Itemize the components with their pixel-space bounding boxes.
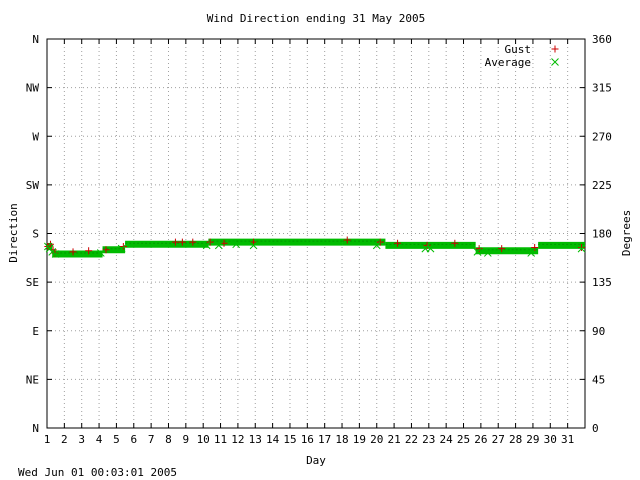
legend-marker-average [551, 58, 559, 66]
x-tick-label: 21 [387, 433, 400, 446]
average-point [426, 244, 435, 253]
x-tick-label: 9 [183, 433, 190, 446]
y-tick-label-right: 225 [592, 179, 612, 192]
y-axis-label-right: Degrees [620, 210, 633, 256]
y-tick-label-left: SW [26, 179, 40, 192]
average-point [117, 244, 126, 253]
x-tick-label: 25 [457, 433, 470, 446]
y-tick-label-left: SE [26, 276, 39, 289]
average-point [214, 241, 223, 250]
average-point [483, 249, 492, 257]
y-tick-label-right: 315 [592, 82, 612, 95]
x-tick-label: 28 [509, 433, 522, 446]
average-point [48, 248, 57, 256]
x-tick-label: 19 [353, 433, 366, 446]
gust-point [394, 239, 402, 247]
average-point [577, 244, 586, 253]
x-tick-label: 2 [61, 433, 68, 446]
x-tick-label: 27 [492, 433, 505, 446]
y-tick-label-right: 90 [592, 325, 605, 338]
average-point [249, 241, 258, 250]
gust-point [451, 239, 459, 247]
y-axis-label-left: Direction [7, 203, 20, 263]
x-tick-label: 5 [113, 433, 120, 446]
x-tick-label: 22 [405, 433, 418, 446]
legend-label-average: Average [485, 56, 531, 69]
gust-point [220, 239, 228, 247]
gust-point [69, 248, 77, 256]
y-tick-label-right: 45 [592, 373, 605, 386]
x-tick-label: 24 [440, 433, 454, 446]
x-tick-label: 31 [561, 433, 574, 446]
gust-point [250, 238, 258, 246]
x-tick-label: 14 [266, 433, 280, 446]
y-tick-label-left: W [32, 130, 39, 143]
gust-point [171, 238, 179, 246]
x-tick-label: 11 [214, 433, 227, 446]
grid-lines [47, 39, 585, 428]
y-tick-label-right: 135 [592, 276, 612, 289]
x-tick-label: 4 [96, 433, 103, 446]
x-tick-label: 10 [197, 433, 210, 446]
y-tick-label-left: N [32, 422, 39, 435]
y-tick-label-right: 0 [592, 422, 599, 435]
gust-point [343, 236, 351, 244]
y-tick-label-left: S [32, 228, 39, 241]
average-point [232, 240, 241, 249]
y-tick-label-left: NE [26, 373, 39, 386]
x-axis: 1 2 3 4 5 6 7 8 9 10 11 12 13 14 15 16 17 18 19 20 21 22 23 24 2… [44, 39, 574, 446]
x-tick-label: 8 [165, 433, 172, 446]
x-tick-label: 1 [44, 433, 51, 446]
y-axis-right: 0 45 90 135 180 225 270 315 360 [580, 33, 612, 435]
x-tick-label: 20 [370, 433, 383, 446]
average-point [527, 249, 536, 257]
gust-point [578, 244, 586, 252]
x-tick-label: 29 [526, 433, 539, 446]
x-tick-label: 3 [78, 433, 85, 446]
y-tick-label-right: 360 [592, 33, 612, 46]
y-tick-label-right: 180 [592, 228, 612, 241]
average-point [96, 249, 105, 257]
average-point [51, 250, 60, 258]
x-tick-label: 30 [544, 433, 557, 446]
x-axis-label: Day [306, 454, 326, 467]
y-tick-label-right: 270 [592, 130, 612, 143]
x-tick-label: 18 [335, 433, 348, 446]
average-point [372, 241, 381, 250]
gust-point [475, 245, 483, 253]
gust-point [498, 245, 506, 253]
gust-point [189, 238, 197, 246]
x-tick-label: 6 [130, 433, 137, 446]
y-tick-label-left: E [32, 325, 39, 338]
legend-marker-gust [551, 45, 559, 53]
gust-point [178, 238, 186, 246]
gust-point [85, 247, 93, 255]
y-axis-left: N NE E SE S SW W NW N [26, 33, 52, 435]
data-marks [44, 236, 586, 258]
average-point [473, 248, 482, 256]
x-tick-label: 12 [231, 433, 244, 446]
x-tick-label: 15 [283, 433, 296, 446]
chart-title: Wind Direction ending 31 May 2005 [207, 12, 426, 25]
x-tick-label: 26 [474, 433, 487, 446]
average-point [202, 241, 211, 250]
x-tick-label: 16 [301, 433, 314, 446]
legend-label-gust: Gust [505, 43, 532, 56]
x-tick-label: 23 [422, 433, 435, 446]
footer-timestamp: Wed Jun 01 00:03:01 2005 [18, 466, 177, 479]
y-tick-label-left: N [32, 33, 39, 46]
x-tick-label: 13 [249, 433, 262, 446]
y-tick-label-left: NW [26, 82, 40, 95]
x-tick-label: 17 [318, 433, 331, 446]
x-tick-label: 7 [148, 433, 155, 446]
